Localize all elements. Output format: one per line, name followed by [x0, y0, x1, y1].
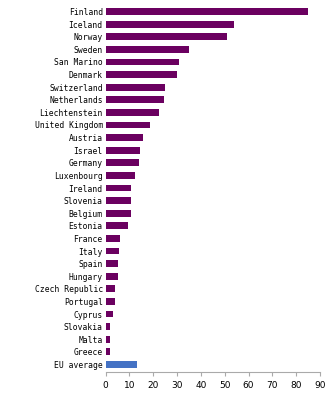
Bar [106, 21, 234, 28]
Bar [106, 184, 131, 192]
Bar [106, 96, 164, 103]
Bar [106, 348, 110, 355]
Bar [106, 210, 131, 217]
Bar [106, 260, 117, 267]
Bar [106, 222, 128, 229]
Bar [106, 285, 115, 292]
Bar [106, 71, 177, 78]
Bar [106, 172, 135, 179]
Bar [106, 8, 308, 15]
Bar [106, 46, 189, 53]
Bar [106, 58, 180, 66]
Bar [106, 310, 113, 318]
Bar [106, 248, 119, 254]
Bar [106, 33, 227, 40]
Bar [106, 134, 143, 141]
Bar [106, 298, 115, 305]
Bar [106, 147, 140, 154]
Bar [106, 109, 159, 116]
Bar [106, 273, 117, 280]
Bar [106, 323, 110, 330]
Bar [106, 197, 131, 204]
Bar [106, 159, 139, 166]
Bar [106, 122, 150, 128]
Bar [106, 336, 110, 343]
Bar [106, 84, 165, 91]
Bar [106, 361, 137, 368]
Bar [106, 235, 120, 242]
